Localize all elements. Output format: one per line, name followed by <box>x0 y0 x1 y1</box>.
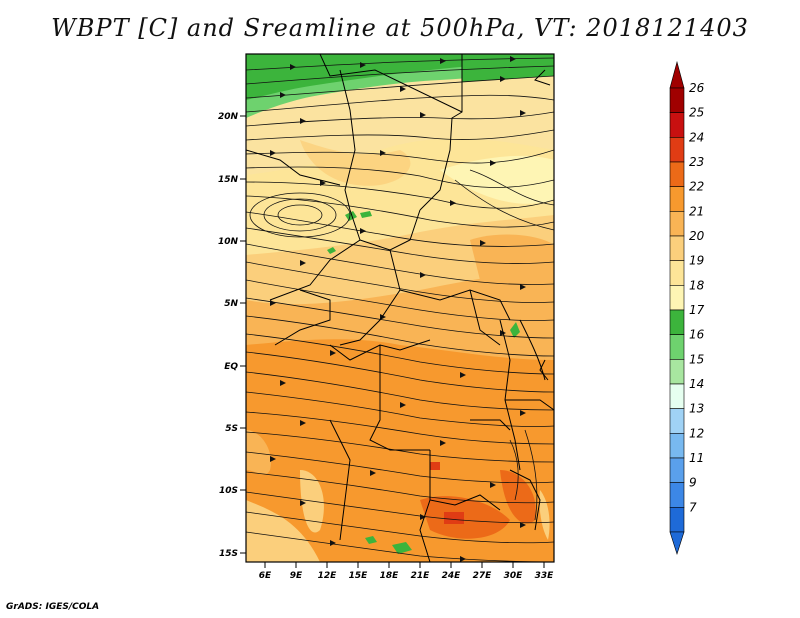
colorbar-label: 14 <box>689 377 704 391</box>
colorbar-top-arrow <box>669 60 685 89</box>
colorbar-label: 12 <box>689 426 704 440</box>
lon-label: 9E <box>290 571 303 581</box>
colorbar-swatch <box>669 137 685 163</box>
lon-label: 12E <box>318 571 338 581</box>
colorbar-label: 18 <box>689 278 705 292</box>
grads-footer: GrADS: IGES/COLA <box>6 602 100 612</box>
colorbar-label: 16 <box>689 328 705 342</box>
colorbar-swatch <box>669 285 685 311</box>
colorbar-swatch <box>669 359 685 385</box>
colorbar-swatch <box>669 457 685 483</box>
colorbar-swatch <box>669 87 685 113</box>
lon-label: 27E <box>473 571 493 581</box>
lat-label: 15N <box>218 175 239 185</box>
lat-label: 20N <box>218 112 239 122</box>
lon-label: 6E <box>259 571 272 581</box>
colorbar-swatch <box>669 507 685 533</box>
colorbar-swatch <box>669 112 685 138</box>
colorbar-swatch <box>669 211 685 237</box>
colorbar-label: 7 <box>689 500 697 514</box>
colorbar-label: 25 <box>689 106 704 120</box>
lat-label: EQ <box>224 362 238 372</box>
colorbar-swatch <box>669 235 685 261</box>
colorbar-swatch <box>669 334 685 360</box>
colorbar-bottom-arrow <box>669 531 685 555</box>
colorbar-label: 15 <box>689 352 704 366</box>
lon-labels: 6E 9E 12E 15E 18E 21E 24E 27E 30E 33E <box>259 571 554 581</box>
country-borders <box>246 54 554 562</box>
colorbar-label: 9 <box>689 476 697 490</box>
colorbar-label: 17 <box>689 303 705 317</box>
streamline-arrows <box>270 56 526 562</box>
colorbar-label: 19 <box>689 254 704 268</box>
colorbar-label: 22 <box>689 180 704 194</box>
colorbar-swatch <box>669 186 685 212</box>
chart-title: WBPT [C] and Sreamline at 500hPa, VT: 20… <box>51 14 749 42</box>
lon-label: 15E <box>349 571 369 581</box>
lat-label: 5N <box>224 299 238 309</box>
lon-label: 24E <box>442 571 462 581</box>
lon-ticks <box>264 562 545 568</box>
colorbar: 26 25 24 23 22 21 20 19 18 17 16 15 14 13 12 11 9 7 <box>669 60 705 555</box>
colorbar-swatch <box>669 309 685 335</box>
streamlines <box>246 57 554 562</box>
lat-label: 10N <box>218 237 239 247</box>
colorbar-swatch <box>669 161 685 187</box>
colorbar-label: 21 <box>689 204 704 218</box>
colorbar-label: 11 <box>689 451 704 465</box>
colorbar-label: 24 <box>689 130 704 144</box>
lon-label: 18E <box>380 571 400 581</box>
colorbar-swatch <box>669 433 685 459</box>
colorbar-swatch <box>669 482 685 508</box>
map-frame <box>245 53 555 563</box>
lat-label: 15S <box>219 549 238 559</box>
colorbar-swatch <box>669 383 685 409</box>
colorbar-swatch <box>669 260 685 286</box>
wbpt-field <box>246 54 554 562</box>
lat-label: 10S <box>219 486 238 496</box>
lat-ticks <box>240 115 246 554</box>
colorbar-label: 26 <box>689 81 705 95</box>
colorbar-label: 20 <box>689 229 705 243</box>
lon-label: 30E <box>504 571 524 581</box>
lon-label: 33E <box>535 571 555 581</box>
lon-label: 21E <box>411 571 431 581</box>
colorbar-label: 23 <box>689 155 704 169</box>
lat-labels: 20N 15N 10N 5N EQ 5S 10S 15S <box>218 112 239 559</box>
colorbar-label: 13 <box>689 402 704 416</box>
lat-label: 5S <box>225 424 238 434</box>
colorbar-swatch <box>669 408 685 434</box>
